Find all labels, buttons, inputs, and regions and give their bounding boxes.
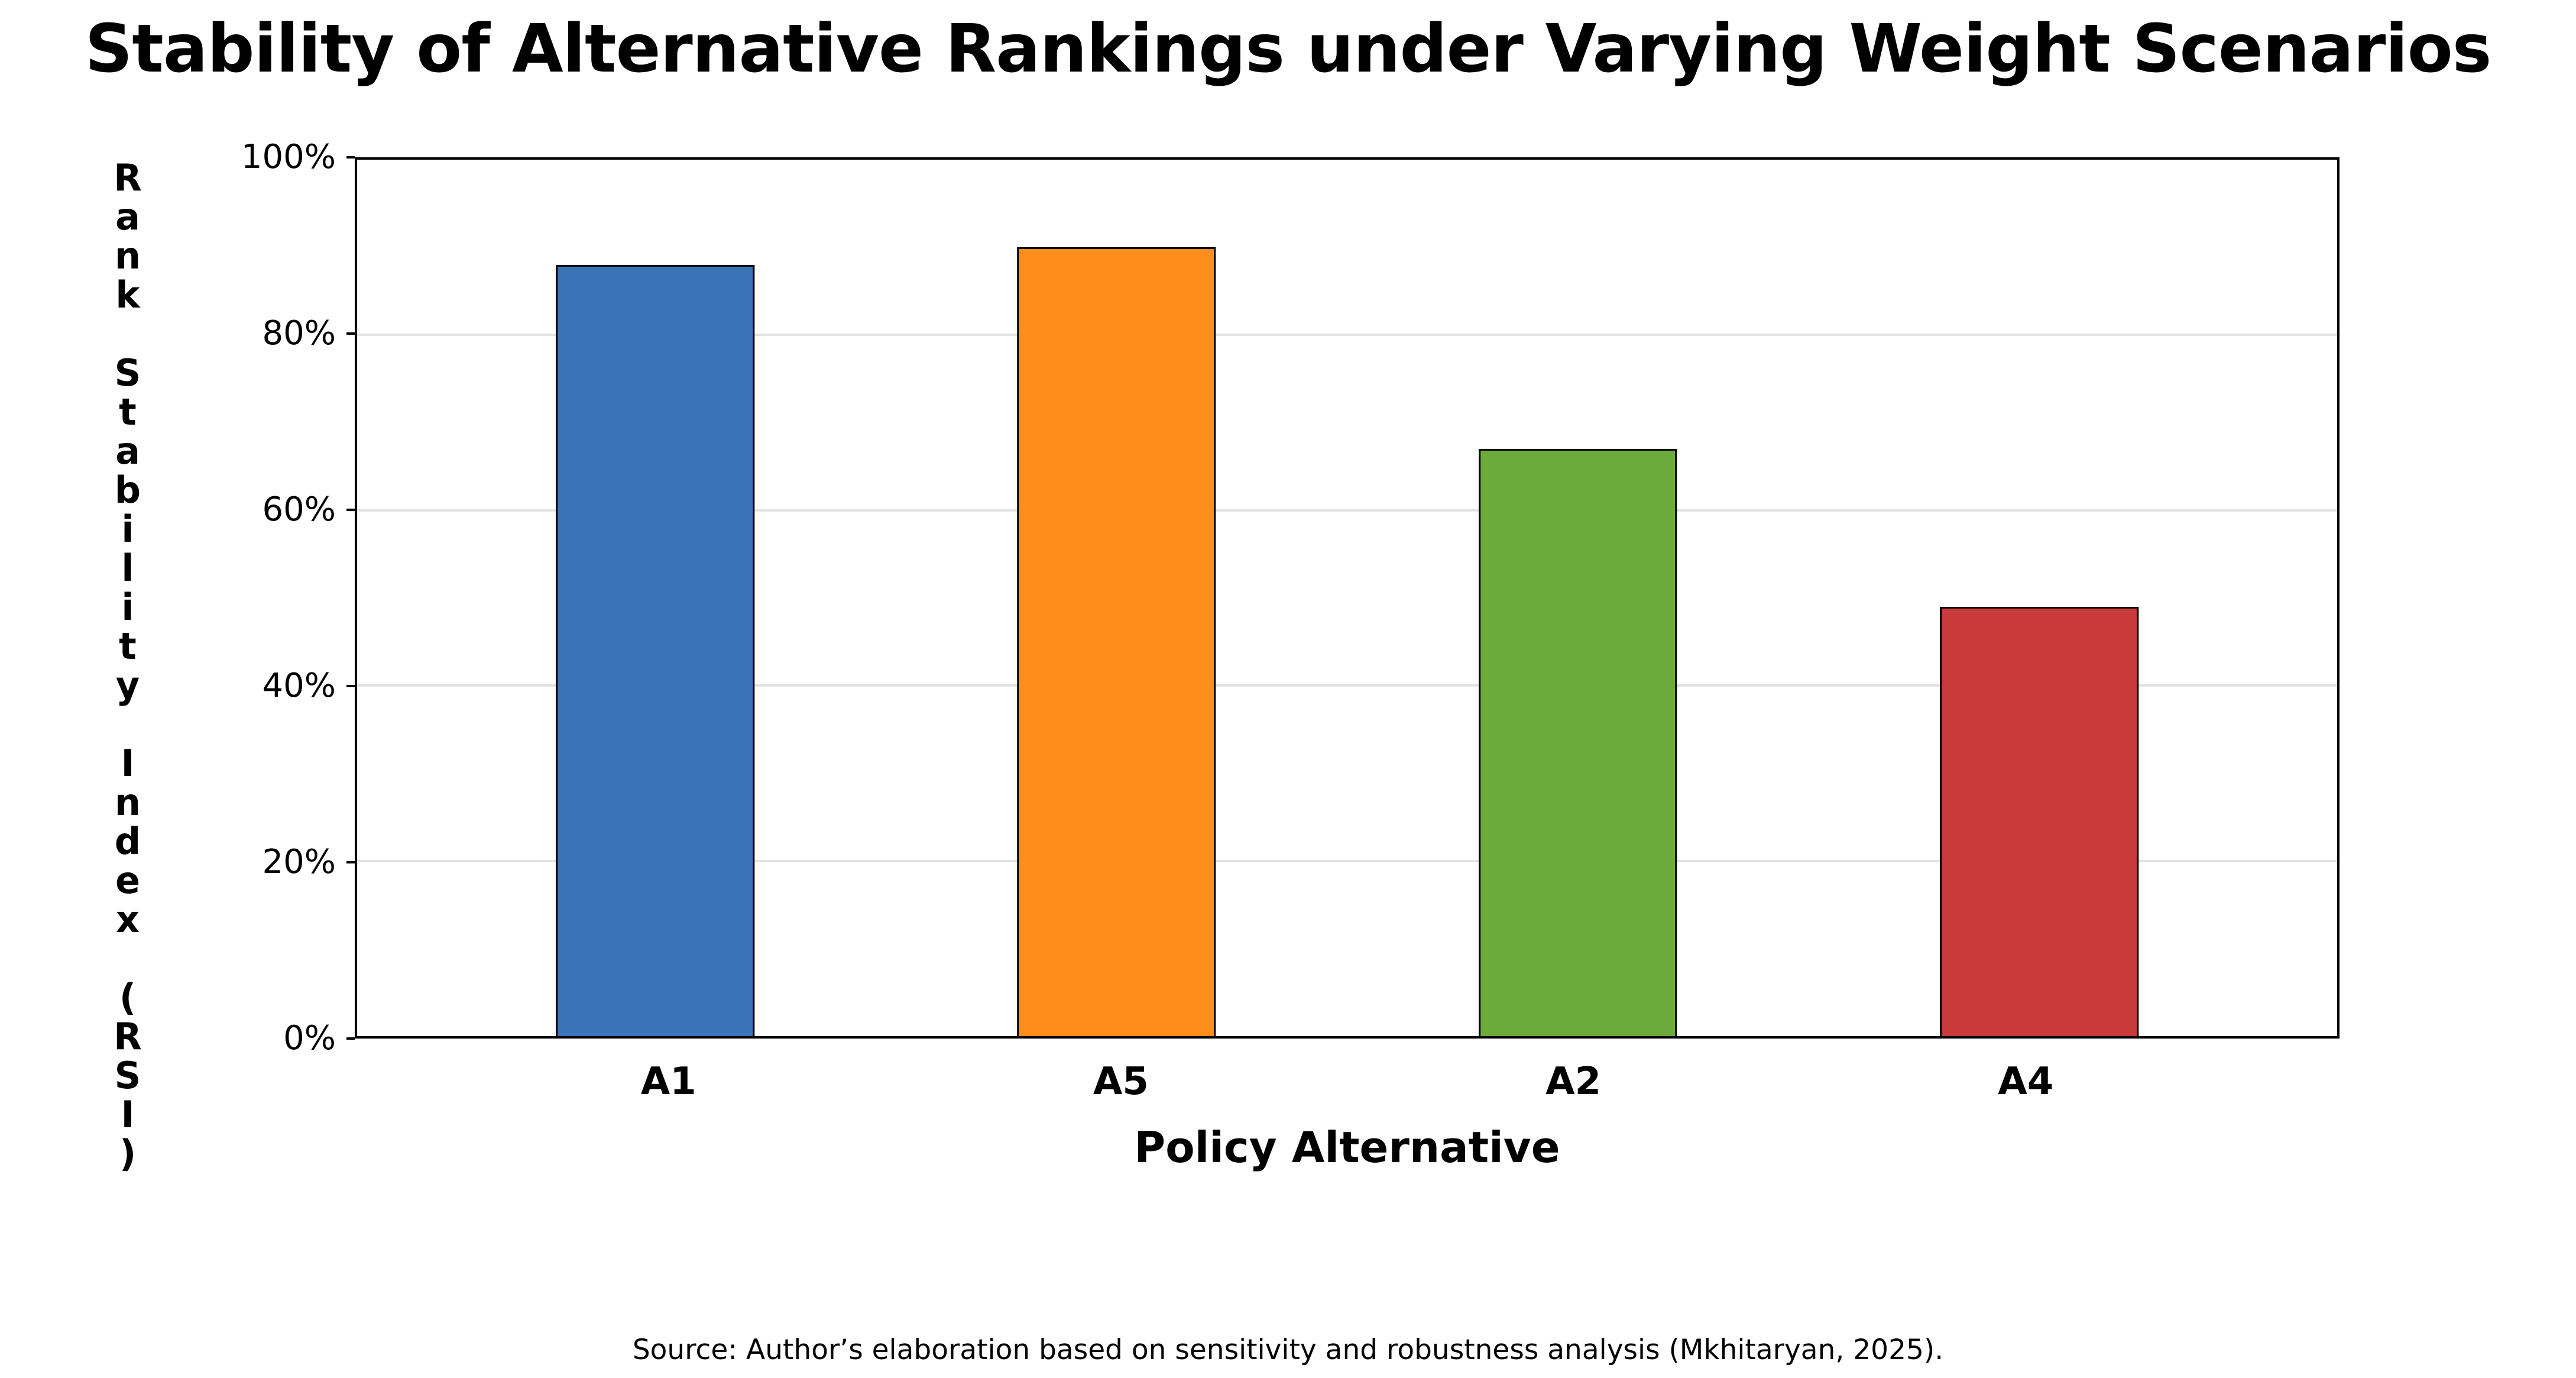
y-tick-mark <box>346 685 355 687</box>
x-axis-label: Policy Alternative <box>1134 1123 1560 1172</box>
y-tick-label: 80% <box>262 314 336 352</box>
y-tick-label: 0% <box>283 1019 336 1057</box>
y-tick-label: 20% <box>262 843 336 881</box>
gridline <box>357 334 2337 337</box>
bar-A5 <box>1017 247 1216 1036</box>
bar-slot <box>425 160 886 1036</box>
y-tick-mark <box>346 861 355 863</box>
bar-A1 <box>556 264 754 1036</box>
gridlines <box>357 160 2337 1036</box>
x-tick-labels: A1 A5 A2 A4 <box>355 1060 2340 1104</box>
x-tick-label: A5 <box>1093 1060 1149 1104</box>
y-tick-mark <box>346 1037 355 1040</box>
y-tick-label: 40% <box>262 667 336 705</box>
gridline <box>357 509 2337 512</box>
gridline <box>357 859 2337 862</box>
gridline <box>357 684 2337 687</box>
y-tick-mark <box>346 509 355 511</box>
bar-slot <box>1809 160 2270 1036</box>
y-tick-mark <box>346 332 355 335</box>
x-tick-label: A1 <box>640 1060 696 1104</box>
bar-slot <box>1347 160 1809 1036</box>
bar-A2 <box>1478 449 1677 1036</box>
source-note: Source: Author’s elaboration based on se… <box>632 1334 1944 1366</box>
plot-area <box>355 157 2340 1039</box>
y-tick-mark <box>346 156 355 158</box>
y-axis-label: R a n k S t a b i l i t y I n d e x ( R … <box>114 156 142 1175</box>
y-tick-label: 60% <box>262 490 336 529</box>
y-tick-marks <box>346 156 355 1040</box>
chart-title: Stability of Alternative Rankings under … <box>85 11 2492 88</box>
x-tick-label: A4 <box>1998 1060 2054 1104</box>
y-tick-label: 100% <box>241 138 336 176</box>
bar-A4 <box>1940 606 2138 1036</box>
y-tick-labels: 0% 20% 40% 60% 80% 100% <box>0 138 345 1057</box>
bar-slot <box>886 160 1347 1036</box>
bars-row <box>357 160 2337 1036</box>
x-tick-label: A2 <box>1545 1060 1602 1104</box>
